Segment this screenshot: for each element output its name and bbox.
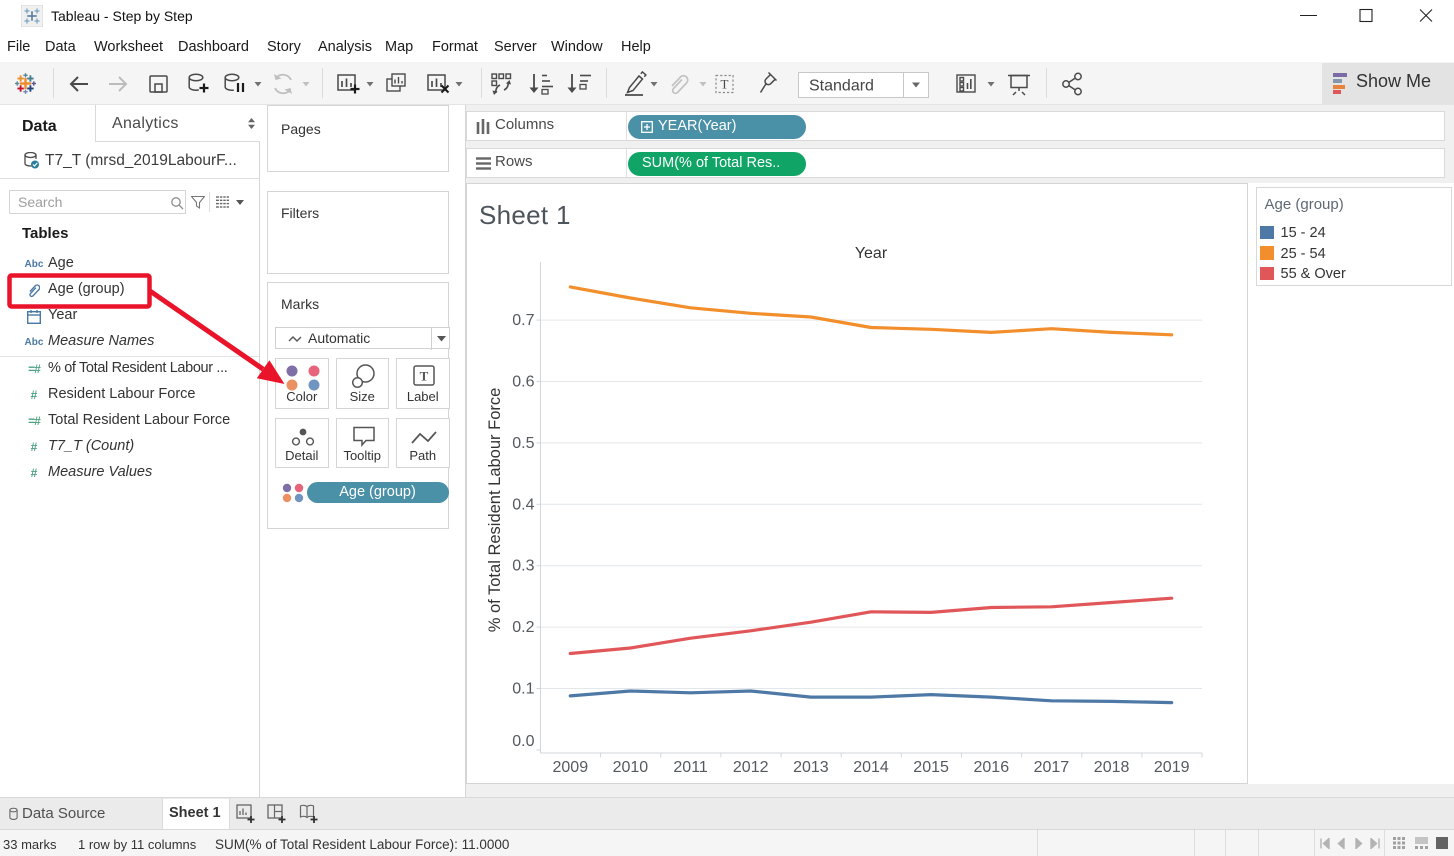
svg-text:2018: 2018 — [1094, 759, 1130, 776]
svg-text:0.4: 0.4 — [512, 496, 534, 513]
svg-text:T: T — [721, 77, 729, 92]
svg-text:0.2: 0.2 — [512, 619, 534, 636]
svg-text:% of Total Resident Labour For: % of Total Resident Labour Force — [486, 388, 504, 633]
svg-text:0.3: 0.3 — [512, 558, 534, 575]
svg-text:0.1: 0.1 — [512, 681, 534, 698]
svg-text:2017: 2017 — [1034, 759, 1070, 776]
svg-text:2015: 2015 — [913, 759, 949, 776]
svg-text:2010: 2010 — [613, 759, 649, 776]
svg-text:Standard: Standard — [809, 78, 874, 95]
svg-text:2011: 2011 — [673, 759, 708, 776]
svg-text:2016: 2016 — [974, 759, 1010, 776]
svg-text:2012: 2012 — [733, 759, 769, 776]
svg-text:T: T — [420, 369, 429, 384]
svg-text:0.5: 0.5 — [512, 435, 534, 452]
svg-text:2009: 2009 — [553, 759, 589, 776]
svg-text:2019: 2019 — [1154, 759, 1190, 776]
svg-text:2013: 2013 — [793, 759, 829, 776]
svg-text:2014: 2014 — [853, 759, 889, 776]
svg-text:0.7: 0.7 — [512, 312, 534, 329]
svg-text:0.6: 0.6 — [512, 374, 534, 391]
svg-text:Year: Year — [855, 245, 888, 262]
svg-text:0.0: 0.0 — [512, 733, 534, 750]
